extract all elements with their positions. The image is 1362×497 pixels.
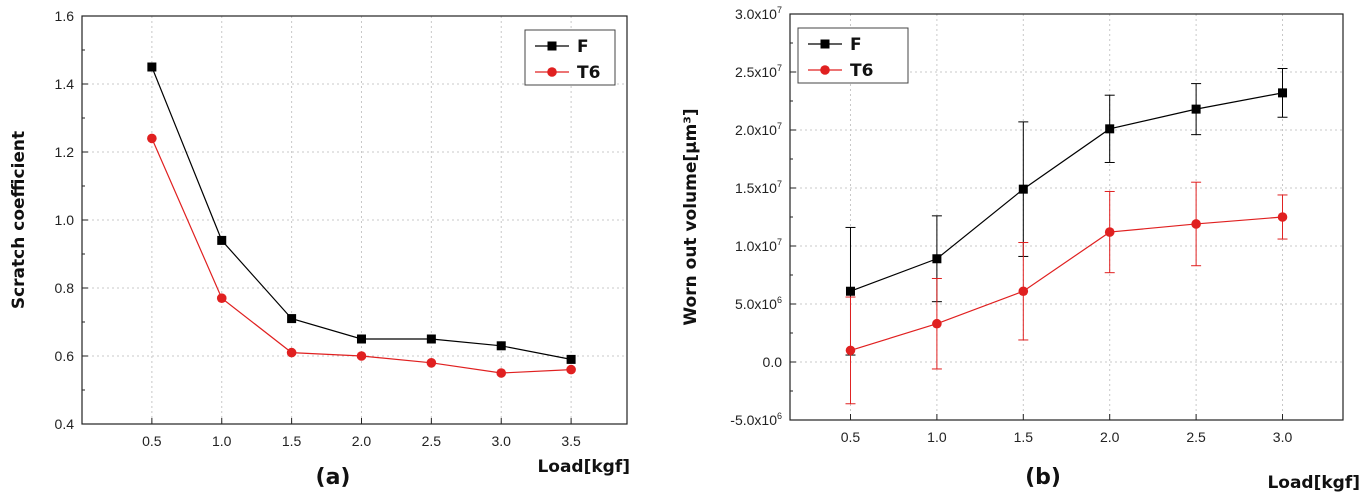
point-t6	[286, 347, 297, 358]
point-f	[932, 254, 942, 264]
x-tick-label: 3.5	[561, 433, 581, 449]
legend-marker-f	[820, 39, 830, 49]
y-tick-label: 0.6	[55, 348, 75, 364]
y-tick-label: 0.4	[55, 416, 75, 432]
point-f	[1191, 104, 1201, 114]
point-t6	[216, 293, 227, 304]
x-tick-label: 2.5	[422, 433, 442, 449]
y-tick-label: 1.5x107	[735, 179, 782, 196]
point-t6	[1191, 219, 1201, 229]
y-tick-label: 1.4	[55, 76, 75, 92]
x-tick-label: 3.0	[491, 433, 511, 449]
y-tick-label: 0.0	[763, 354, 783, 370]
legend-label-f: F	[850, 35, 862, 55]
legend-label-f: F	[577, 37, 589, 57]
point-f	[1105, 124, 1115, 134]
y-tick-label: 1.2	[55, 144, 75, 160]
point-t6	[845, 345, 856, 356]
panel-label: (a)	[316, 465, 351, 490]
x-tick-label: 0.5	[142, 433, 162, 449]
legend-label-t6: T6	[850, 61, 873, 81]
point-t6	[496, 368, 507, 378]
x-axis-label: Load[kgf]	[1267, 473, 1360, 493]
x-tick-label: 1.0	[212, 433, 232, 449]
x-tick-label: 1.5	[282, 433, 302, 449]
legend-marker-t6	[547, 67, 557, 77]
legend-marker-t6	[820, 65, 830, 75]
point-t6	[1018, 286, 1029, 297]
legend-marker-f	[547, 41, 557, 51]
point-f	[1278, 88, 1288, 98]
point-t6	[1277, 212, 1288, 222]
point-f	[287, 314, 297, 324]
x-tick-label: 2.0	[352, 433, 372, 449]
point-f	[845, 286, 855, 296]
panel-label: (b)	[1025, 465, 1061, 490]
point-f	[496, 341, 506, 351]
series-line-t6	[850, 216, 1283, 351]
legend-box	[797, 27, 909, 84]
y-tick-label: 1.0	[55, 212, 75, 228]
series-line-f	[850, 92, 1283, 292]
point-t6	[147, 133, 157, 144]
point-t6	[932, 318, 942, 329]
scratch-coefficient-chart: 0.4 0.6 0.8 1.0 1.2 1.4 1.6 0.5 1.0 1.5 2.0 2.5 3.0 3…	[9, 8, 630, 490]
y-axis-label: Scratch coefficient	[9, 131, 29, 309]
y-tick-label: 1.0x107	[735, 237, 782, 254]
y-tick-label: 2.0x107	[735, 121, 782, 138]
x-tick-label: 1.5	[1014, 429, 1034, 445]
point-f	[566, 354, 576, 364]
legend-box	[524, 29, 616, 86]
point-f	[147, 62, 157, 72]
point-f	[217, 235, 227, 245]
point-f	[1018, 184, 1028, 194]
y-tick-label: 3.0x107	[735, 5, 782, 22]
point-t6	[426, 358, 437, 368]
point-t6	[1104, 227, 1115, 237]
x-tick-label: 1.0	[927, 429, 947, 445]
y-tick-label: -5.0x106	[730, 411, 782, 428]
y-tick-label: 2.5x107	[735, 63, 782, 80]
y-tick-label: 0.8	[55, 280, 75, 296]
x-axis-label: Load[kgf]	[537, 457, 630, 477]
series-line-f	[151, 66, 572, 360]
legend-label-t6: T6	[577, 63, 600, 83]
y-tick-label: 5.0x106	[735, 295, 782, 312]
point-t6	[566, 364, 576, 375]
point-f	[426, 334, 436, 344]
x-tick-label: 2.0	[1100, 429, 1120, 445]
y-axis-label: Worn out volume[μm³]	[681, 108, 701, 325]
x-tick-label: 0.5	[841, 429, 861, 445]
point-f	[356, 334, 366, 344]
x-tick-label: 2.5	[1186, 429, 1206, 445]
x-tick-label: 3.0	[1273, 429, 1293, 445]
y-tick-label: 1.6	[55, 8, 75, 24]
point-t6	[356, 351, 367, 361]
worn-volume-chart: -5.0x106 0.0 5.0x106 1.0x107 1.5x107 2.0x107 2…	[681, 5, 1360, 493]
